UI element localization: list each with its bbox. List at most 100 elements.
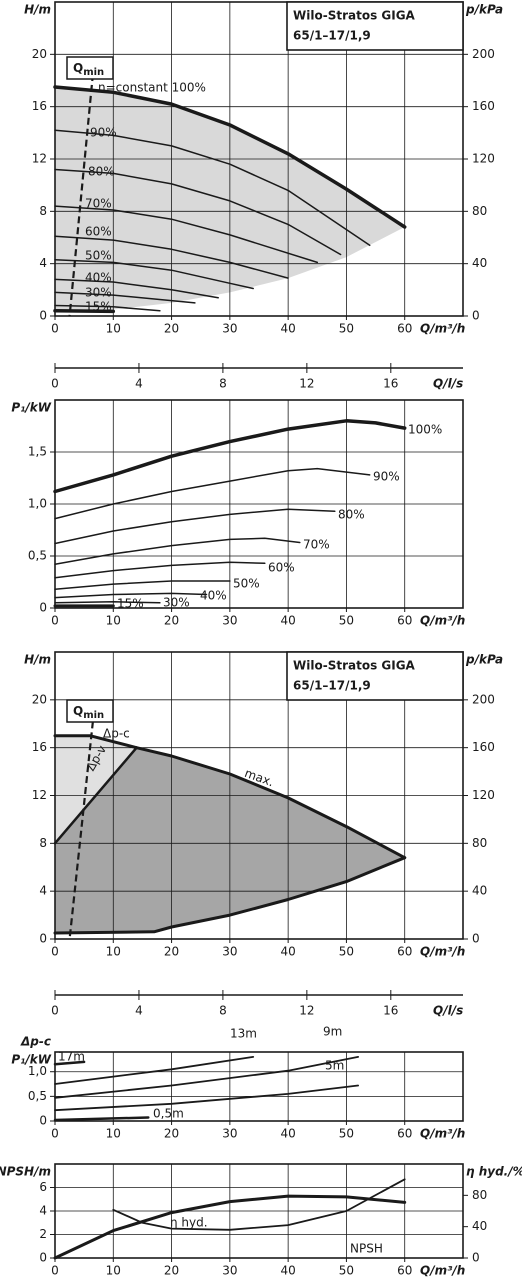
y-tick-label: 0 [39,601,47,615]
curve [54,291,196,304]
x-tick-label: 40 [281,614,296,628]
y2-tick-label: 200 [472,692,495,706]
y-tick-label: 2 [39,1227,47,1241]
x-tick-label: 60 [397,945,412,959]
y-tick-label: 0,5 [28,549,47,563]
curve-label: 80% [338,508,365,522]
title: Wilo-Stratos GIGA [293,659,416,673]
y-tick-label: 20 [32,47,47,61]
title-box [286,651,464,701]
x-tick-label: 40 [281,322,296,336]
curve-label: 90% [373,470,400,484]
x-tick-label: 0 [51,377,59,391]
y-tick-label: 6 [39,1180,47,1194]
qmin-sub: min [83,710,104,721]
y-tick-label: 20 [32,692,47,706]
y-tick-label: 0 [39,309,47,323]
y2-tick-label: 80 [472,1188,487,1202]
x-tick-label: 20 [164,322,179,336]
qmin-q: Q [73,704,83,718]
curve [54,592,208,599]
x-tick-label: 20 [164,614,179,628]
y-tick-label: 8 [39,204,47,218]
curve-label: 17m [58,1050,85,1064]
curve [54,537,301,566]
curve [112,1178,406,1231]
x-tick-label: 0 [51,1004,59,1018]
x-tick-label: 60 [397,322,412,336]
qmin-box [66,56,114,80]
curve [54,205,319,264]
y-tick-label: 12 [32,152,47,166]
curve-label: Δp-c [103,727,130,741]
y-tick-label: 0 [39,932,47,946]
y2-tick-label: 120 [472,788,495,802]
title: Wilo-Stratos GIGA [293,9,416,23]
curve [54,561,266,579]
x-tick-label: 20 [164,1127,179,1141]
curve [54,258,254,290]
x-tick-label: 60 [397,1127,412,1141]
curve [53,419,407,494]
curve [53,1060,86,1066]
y2-tick-label: 40 [472,1219,487,1233]
curve [53,1194,407,1260]
curve [53,1116,150,1122]
x-tick-label: 0 [51,945,59,959]
curve-label: 30% [85,286,112,300]
curve-label: 30% [163,596,190,610]
y2-axis-label: η hyd./% [466,1165,522,1179]
x-tick-label: 50 [339,1264,354,1278]
curve [54,168,342,256]
x-tick-label: 10 [106,1264,121,1278]
curve-label: 0,5m [153,1107,184,1121]
plot-frame [54,1,464,317]
x-axis-label: Q/m³/h [420,1127,465,1141]
curve [53,309,116,314]
y2-tick-label: 80 [472,836,487,850]
y2-tick-label: 0 [472,309,480,323]
y-tick-label: 0 [39,1251,47,1265]
curve [53,85,407,229]
x-axis-label: Q/m³/h [420,945,465,959]
x-axis-label: Q/l/s [433,1004,463,1018]
y2-tick-label: 160 [472,99,495,113]
curve-label: NPSH [350,1242,383,1256]
curve [53,746,138,845]
curve [54,278,219,299]
y-tick-label: 16 [32,99,47,113]
operating-region [55,735,137,844]
curve-label: 80% [88,165,115,179]
x-tick-label: 12 [299,377,314,391]
curve [54,508,336,545]
curve-label: 60% [85,225,112,239]
y2-axis-label: p/kPa [465,653,503,667]
x-tick-label: 50 [339,1127,354,1141]
title: 65/1–17/1,9 [293,29,371,43]
curve-label: 60% [268,561,295,575]
curve-label: 90% [90,126,117,140]
curve [53,734,139,750]
x-tick-label: 4 [135,377,143,391]
y2-tick-label: 200 [472,47,495,61]
mode-label: Δp-c [20,1035,51,1049]
curve-label: 9m [323,1025,342,1039]
curve-label: 13m [230,1027,257,1041]
qmin-label: Qmin [73,704,104,722]
qmin-q: Q [73,61,83,75]
y-tick-label: 0 [39,1114,47,1128]
curve [54,1056,359,1099]
x-tick-label: 16 [383,1004,398,1018]
curve [54,1056,255,1085]
y-axis-label: NPSH/m [0,1165,51,1179]
y-tick-label: 16 [32,740,47,754]
curve [135,746,407,860]
y-tick-label: 12 [32,788,47,802]
x-axis-label: Q/m³/h [420,322,465,336]
y2-tick-label: 80 [472,204,487,218]
x-tick-label: 20 [164,945,179,959]
x-tick-label: 0 [51,1264,59,1278]
x-tick-label: 0 [51,1127,59,1141]
y2-tick-label: 120 [472,152,495,166]
